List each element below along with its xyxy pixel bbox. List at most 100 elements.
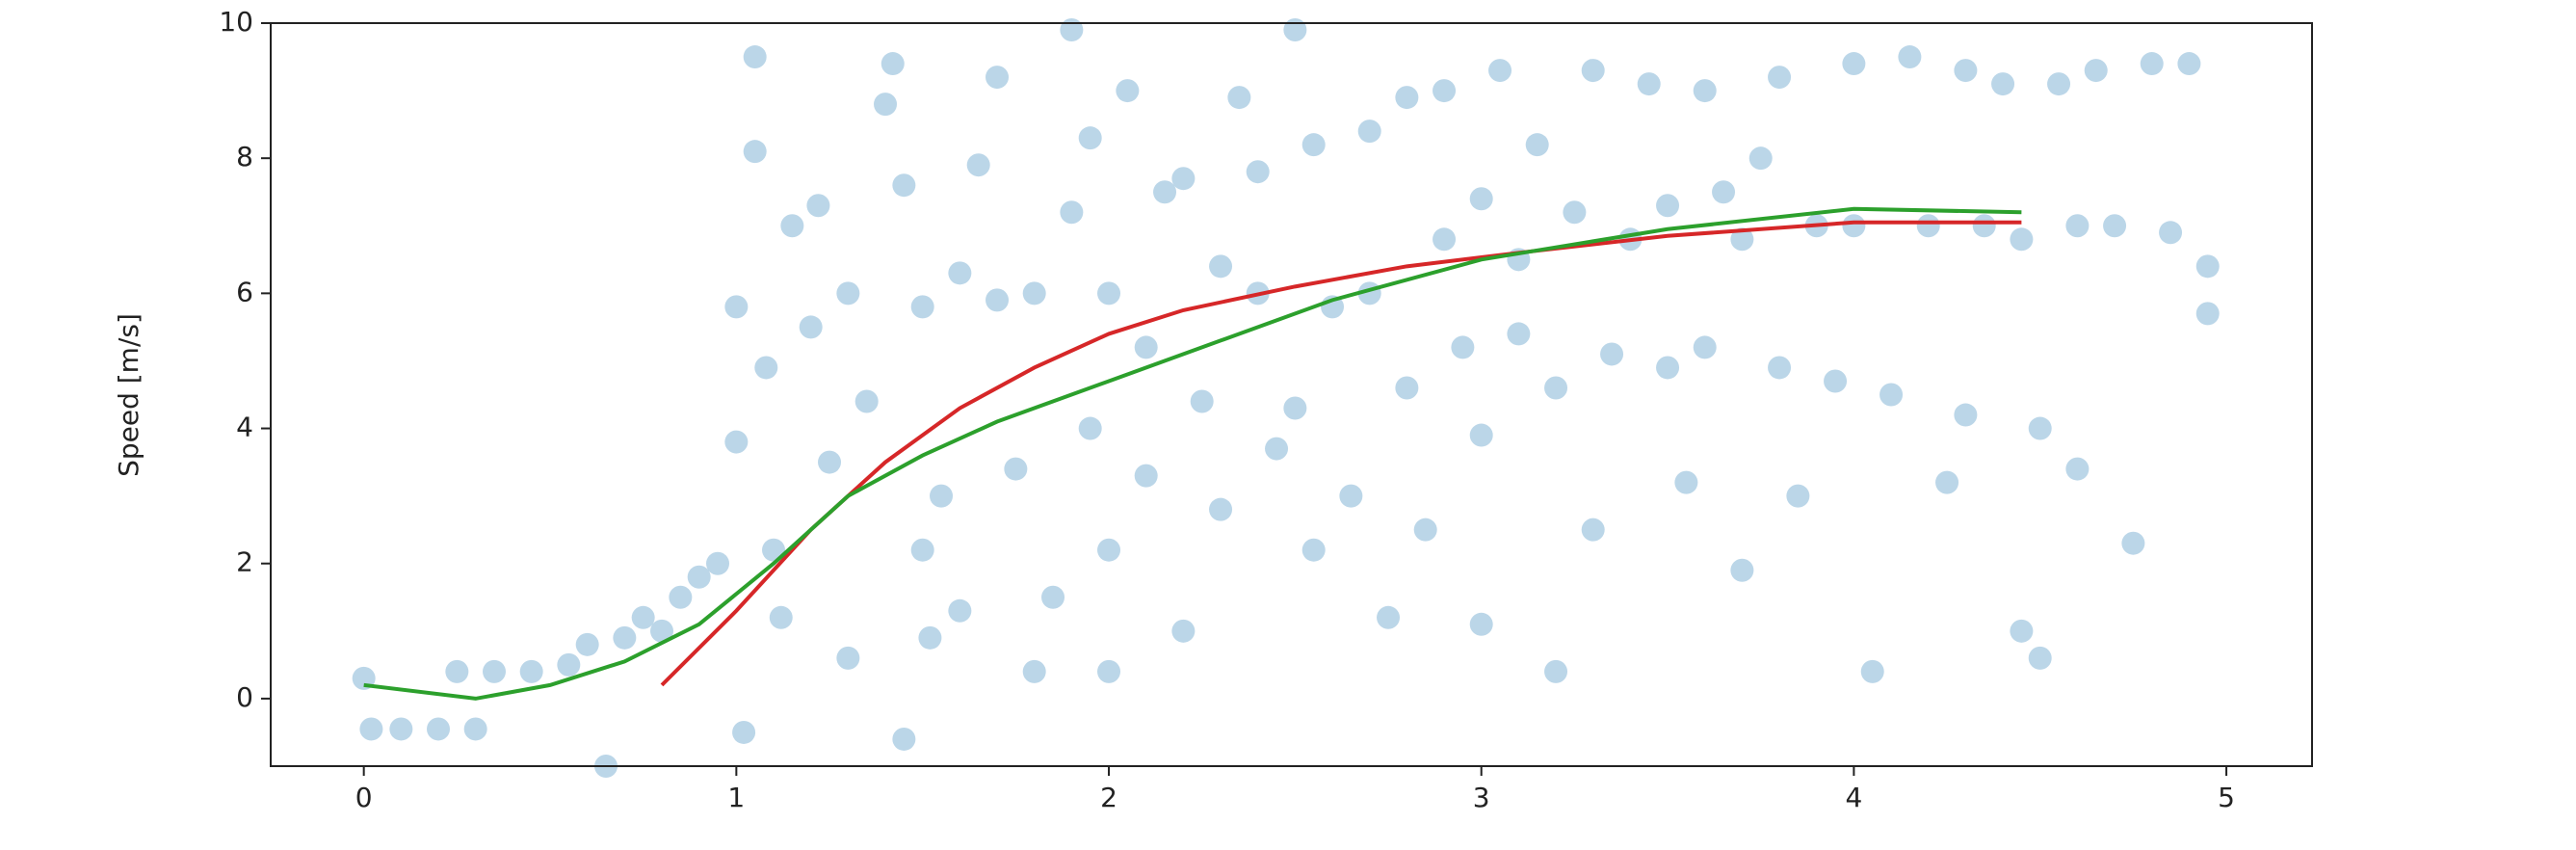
scatter-point: [2177, 52, 2201, 76]
scatter-point: [836, 281, 860, 305]
scatter-point: [1954, 59, 1978, 83]
scatter-point: [1134, 335, 1158, 359]
x-tick-label: 0: [355, 782, 373, 813]
scatter-point: [881, 52, 905, 76]
scatter-point: [1097, 281, 1121, 305]
scatter-point: [2028, 416, 2052, 440]
scatter-point: [669, 585, 693, 609]
scatter-point: [724, 295, 749, 319]
scatter-point: [1097, 538, 1121, 562]
scatter-point: [427, 717, 451, 741]
scatter-point: [1209, 254, 1233, 279]
scatter-point: [1078, 126, 1102, 150]
scatter-point: [1357, 120, 1381, 144]
scatter-point: [1768, 356, 1792, 380]
scatter-point: [1209, 497, 1233, 521]
scatter-point: [1860, 659, 1884, 683]
scatter-point: [1469, 187, 1493, 211]
scatter-point: [1433, 79, 1457, 103]
scatter-point: [1991, 72, 2015, 96]
scatter-point: [754, 356, 778, 380]
scatter-point: [1507, 322, 1531, 346]
scatter-point: [743, 45, 767, 69]
scatter-point: [948, 598, 972, 623]
scatter-point: [1433, 227, 1457, 252]
scatter-point: [2195, 302, 2220, 326]
y-axis-label: Speed [m/s]: [113, 313, 145, 477]
scatter-point: [1097, 659, 1121, 683]
scatter-point: [1153, 180, 1177, 204]
scatter-point: [359, 717, 383, 741]
scatter-point: [1283, 18, 1307, 42]
scatter-point: [1377, 605, 1401, 629]
scatter-point: [986, 288, 1010, 312]
y-tick-label: 6: [236, 276, 253, 307]
scatter-point: [557, 652, 581, 677]
y-tick-label: 10: [219, 6, 253, 38]
fit-line: [660, 220, 2022, 687]
scatter-point: [1712, 180, 1736, 204]
y-tick-label: 0: [236, 681, 253, 713]
scatter-point: [1786, 484, 1810, 508]
scatter-point: [986, 66, 1010, 90]
scatter-point: [966, 153, 990, 177]
x-tick-label: 2: [1100, 782, 1117, 813]
scatter-point: [892, 727, 916, 751]
scatter-point: [1301, 538, 1326, 562]
scatter-point: [1171, 619, 1196, 643]
scatter-point: [1413, 518, 1437, 542]
scatter-point: [1563, 200, 1587, 225]
scatter-point: [1768, 66, 1792, 90]
scatter-point: [1898, 45, 1922, 69]
scatter-point: [806, 194, 830, 218]
scatter-point: [1488, 59, 1512, 83]
x-tick-label: 5: [2218, 782, 2235, 813]
scatter-point: [2140, 52, 2164, 76]
scatter-point: [854, 389, 879, 413]
scatter-point: [1748, 146, 1773, 171]
scatter-point: [2121, 531, 2145, 555]
scatter-point: [2010, 619, 2034, 643]
scatter-point: [1842, 214, 1866, 238]
scatter-point: [1656, 356, 1680, 380]
scatter-point: [650, 619, 674, 643]
plot-frame: [270, 22, 2313, 767]
scatter-point: [836, 646, 860, 670]
scatter-point: [1935, 470, 1959, 494]
scatter-point: [2010, 227, 2034, 252]
scatter-point: [910, 295, 934, 319]
scatter-point: [2159, 221, 2183, 245]
scatter-point: [1395, 86, 1419, 110]
scatter-point: [1637, 72, 1661, 96]
scatter-point: [1842, 52, 1866, 76]
scatter-point: [389, 717, 413, 741]
scatter-point: [874, 93, 898, 117]
scatter-point: [1171, 167, 1196, 191]
scatter-point: [463, 717, 487, 741]
x-tick-label: 1: [727, 782, 745, 813]
scatter-point: [687, 565, 711, 589]
scatter-point: [2195, 254, 2220, 279]
scatter-point: [2028, 646, 2052, 670]
scatter-point: [575, 632, 599, 656]
scatter-point: [1078, 416, 1102, 440]
y-tick-label: 8: [236, 141, 253, 173]
scatter-point: [519, 659, 543, 683]
scatter-point: [1581, 59, 1605, 83]
scatter-point: [2065, 214, 2090, 238]
scatter-point: [1301, 133, 1326, 157]
scatter-point: [1600, 342, 1624, 366]
y-tick-label: 4: [236, 412, 253, 443]
scatter-point: [1060, 18, 1084, 42]
scatter-point: [445, 659, 469, 683]
scatter-point: [706, 551, 730, 575]
x-tick-label: 4: [1845, 782, 1862, 813]
scatter-point: [483, 659, 507, 683]
scatter-point: [1339, 484, 1363, 508]
scatter-point: [1544, 659, 1568, 683]
scatter-point: [1674, 470, 1698, 494]
scatter-point: [2103, 214, 2127, 238]
scatter-point: [2084, 59, 2108, 83]
scatter-point: [1972, 214, 1996, 238]
